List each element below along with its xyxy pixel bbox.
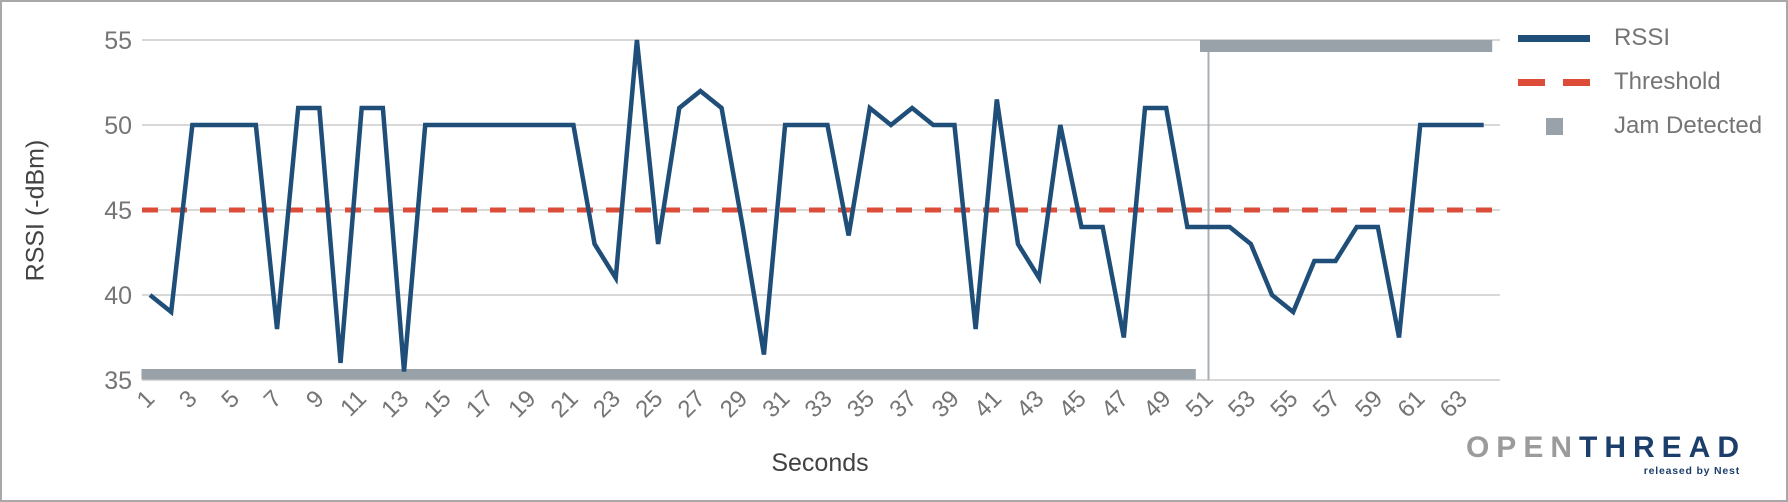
x-tick-label: 55	[1265, 385, 1303, 423]
x-tick-label: 11	[335, 385, 372, 422]
threshold-dash-swatch-icon	[1510, 78, 1598, 86]
x-tick-label: 27	[673, 385, 711, 423]
x-tick-label: 7	[259, 385, 288, 414]
y-tick-label: 55	[104, 27, 132, 55]
openthread-logo: OPENTHREAD released by Nest	[1465, 430, 1746, 477]
y-tick-label: 40	[104, 282, 132, 310]
x-tick-label: 39	[927, 385, 965, 423]
x-tick-label: 9	[301, 385, 330, 414]
rssi-line	[148, 39, 1484, 372]
x-tick-label: 53	[1223, 385, 1261, 423]
legend-item-rssi: RSSI	[1510, 16, 1782, 60]
jam-detected-band-high	[1200, 40, 1493, 52]
x-axis-title: Seconds	[771, 449, 869, 477]
x-tick-label: 51	[1181, 385, 1219, 423]
logo-thread-text: THREAD	[1579, 430, 1746, 464]
x-tick-label: 29	[715, 385, 753, 423]
x-tick-label: 21	[546, 385, 584, 423]
y-axis-title: RSSI (-dBm)	[21, 139, 50, 282]
x-tick-label: 19	[503, 385, 541, 423]
x-tick-label: 49	[1138, 385, 1176, 423]
x-tick-label: 1	[132, 385, 161, 414]
logo-tagline: released by Nest	[1643, 464, 1740, 477]
y-tick-label: 45	[104, 197, 132, 225]
legend-label-rssi: RSSI	[1614, 24, 1671, 51]
x-tick-label: 33	[800, 385, 838, 423]
rssi-line-swatch-icon	[1510, 34, 1598, 42]
jam-detected-band-low	[141, 369, 1196, 380]
x-tick-label: 25	[630, 385, 668, 423]
x-tick-label: 3	[174, 385, 203, 414]
y-tick-label: 35	[104, 367, 132, 395]
x-tick-label: 5	[216, 385, 245, 414]
x-tick-label: 35	[842, 385, 880, 423]
x-tick-label: 63	[1435, 385, 1473, 423]
x-tick-label: 57	[1308, 385, 1346, 423]
y-tick-label: 50	[104, 112, 132, 140]
x-tick-label: 59	[1350, 385, 1388, 423]
x-tick-label: 41	[969, 385, 1007, 423]
x-tick-label: 47	[1096, 385, 1134, 423]
x-tick-label: 37	[884, 385, 922, 423]
x-tick-label: 45	[1054, 385, 1092, 423]
x-tick-label: 43	[1011, 385, 1049, 423]
legend: RSSI Threshold Jam Detected	[1510, 16, 1782, 148]
legend-label-threshold: Threshold	[1614, 68, 1721, 95]
x-tick-label: 31	[757, 385, 795, 423]
x-tick-label: 13	[376, 385, 414, 423]
legend-label-jam: Jam Detected	[1614, 112, 1763, 139]
legend-item-threshold: Threshold	[1510, 60, 1782, 104]
logo-open-text: OPEN	[1465, 430, 1579, 464]
x-tick-label: 17	[461, 385, 499, 423]
legend-item-jam: Jam Detected	[1510, 104, 1782, 148]
x-tick-label: 61	[1392, 385, 1430, 423]
x-tick-label: 15	[419, 385, 457, 423]
openthread-wordmark: OPENTHREAD	[1465, 430, 1746, 464]
jam-square-swatch-icon	[1510, 117, 1598, 135]
x-tick-label: 23	[588, 385, 626, 423]
